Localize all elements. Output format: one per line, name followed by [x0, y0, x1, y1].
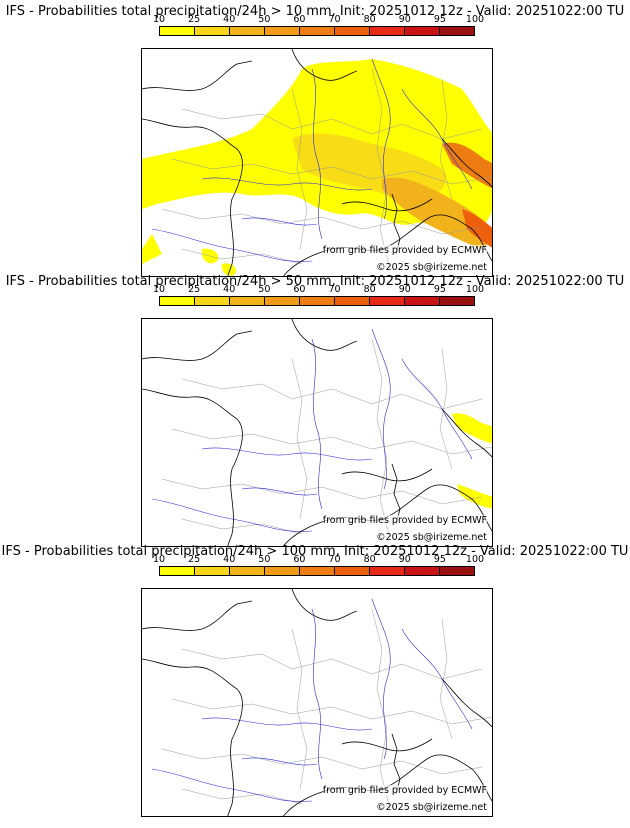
colorbar-segment: [230, 567, 265, 575]
colorbar-segment: [195, 567, 230, 575]
colorbar-segment: [370, 297, 405, 305]
colorbar-segment: [195, 297, 230, 305]
colorbar-segment: [195, 27, 230, 35]
colorbar: [159, 566, 475, 576]
copyright-credit: ©2025 sb@irizeme.net: [376, 262, 487, 273]
colorbar-tick-label: 80: [363, 14, 376, 25]
colorbar-segment: [405, 567, 440, 575]
colorbar-tick-label: 25: [188, 284, 201, 295]
colorbar-tick-label: 70: [328, 284, 341, 295]
colorbar-segment: [370, 567, 405, 575]
colorbar-segment: [440, 567, 474, 575]
colorbar-segment: [265, 27, 300, 35]
colorbar-tick-label: 10: [152, 284, 166, 295]
colorbar-segment: [335, 27, 370, 35]
colorbar-segment: [300, 27, 335, 35]
precipitation-map: from grib files provided by ECMWF ©2025 s…: [141, 48, 493, 277]
map-panel: IFS - Probabilities total precipitation/…: [0, 540, 630, 817]
colorbar-segment: [440, 297, 474, 305]
map-graphic: [142, 589, 492, 816]
colorbar-segment: [335, 567, 370, 575]
colorbar-segment: [335, 297, 370, 305]
colorbar-tick-label: 90: [398, 554, 411, 565]
colorbar-tick-label: 90: [398, 14, 411, 25]
colorbar-tick-label: 10: [152, 554, 166, 565]
precipitation-map: from grib files provided by ECMWF ©2025 s…: [141, 318, 493, 547]
colorbar-tick-label: 10: [152, 14, 166, 25]
colorbar-segment: [160, 297, 195, 305]
colorbar-tick-label: 70: [328, 14, 341, 25]
colorbar-labels: 10 25 40 50 60 70 80 90 95 100: [153, 14, 484, 26]
map-panel: IFS - Probabilities total precipitation/…: [0, 270, 630, 547]
colorbar-segment: [265, 297, 300, 305]
colorbar-tick-label: 95: [433, 14, 446, 25]
colorbar-tick-label: 40: [223, 284, 236, 295]
colorbar-segment: [230, 27, 265, 35]
colorbar-segment: [300, 567, 335, 575]
colorbar: [159, 296, 475, 306]
colorbar-segment: [370, 27, 405, 35]
map-graphic: [142, 319, 492, 546]
source-credit: from grib files provided by ECMWF: [322, 245, 487, 256]
colorbar-tick-label: 25: [188, 14, 201, 25]
source-credit: from grib files provided by ECMWF: [322, 515, 487, 526]
colorbar-segment: [300, 297, 335, 305]
precipitation-map: from grib files provided by ECMWF ©2025 s…: [141, 588, 493, 817]
colorbar-tick-label: 40: [223, 14, 236, 25]
colorbar-tick-label: 100: [465, 554, 485, 565]
colorbar-segment: [405, 27, 440, 35]
colorbar-segment: [160, 27, 195, 35]
colorbar-tick-label: 70: [328, 554, 341, 565]
colorbar-tick-label: 50: [258, 284, 271, 295]
colorbar-tick-label: 80: [363, 554, 376, 565]
source-credit: from grib files provided by ECMWF: [322, 785, 487, 796]
colorbar-tick-label: 60: [293, 284, 306, 295]
colorbar-tick-label: 100: [465, 284, 485, 295]
colorbar-tick-label: 50: [258, 14, 271, 25]
colorbar-tick-label: 90: [398, 284, 411, 295]
panel-title: IFS - Probabilities total precipitation/…: [5, 4, 625, 19]
colorbar: [159, 26, 475, 36]
panel-title: IFS - Probabilities total precipitation/…: [5, 274, 625, 289]
map-panel: IFS - Probabilities total precipitation/…: [0, 0, 630, 277]
colorbar-tick-label: 95: [433, 284, 446, 295]
colorbar-segment: [265, 567, 300, 575]
colorbar-tick-label: 60: [293, 554, 306, 565]
colorbar-tick-label: 100: [465, 14, 485, 25]
colorbar-segment: [160, 567, 195, 575]
colorbar-segment: [405, 297, 440, 305]
panel-title: IFS - Probabilities total precipitation/…: [1, 544, 629, 559]
copyright-credit: ©2025 sb@irizeme.net: [376, 532, 487, 543]
colorbar-segment: [230, 297, 265, 305]
colorbar-labels: 10 25 40 50 60 70 80 90 95 100: [153, 284, 484, 296]
colorbar-tick-label: 25: [188, 554, 201, 565]
colorbar-segment: [440, 27, 474, 35]
colorbar-labels: 10 25 40 50 60 70 80 90 95 100: [153, 554, 484, 566]
copyright-credit: ©2025 sb@irizeme.net: [376, 802, 487, 813]
colorbar-tick-label: 40: [223, 554, 236, 565]
colorbar-tick-label: 50: [258, 554, 271, 565]
colorbar-tick-label: 80: [363, 284, 376, 295]
map-graphic: [142, 49, 492, 276]
colorbar-tick-label: 95: [433, 554, 446, 565]
colorbar-tick-label: 60: [293, 14, 306, 25]
